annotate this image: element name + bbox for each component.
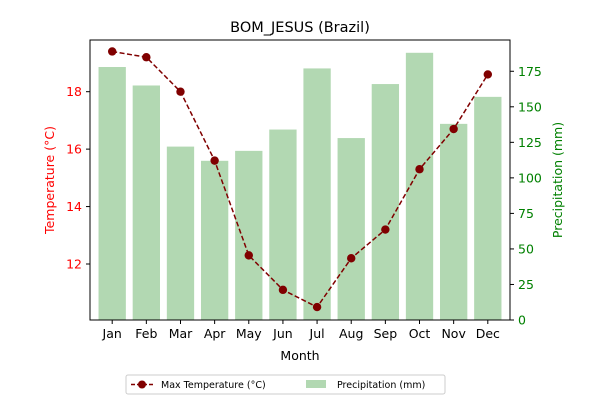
right-tick-label: 0	[518, 313, 526, 328]
x-tick-label: Sep	[374, 326, 398, 341]
temperature-point-aug	[347, 254, 356, 263]
temperature-point-jun	[278, 285, 288, 295]
left-tick-label: 14	[66, 199, 82, 214]
left-axis-ticks: 12 14 16 18	[66, 84, 90, 272]
precip-bar-feb	[132, 85, 160, 320]
temperature-point-jul	[312, 302, 322, 312]
temperature-point-may	[244, 251, 253, 260]
right-tick-label: 25	[518, 277, 534, 292]
x-tick-label: Jul	[309, 326, 325, 341]
right-axis-ticks: 0 25 50 75 100 125 150 175	[510, 64, 542, 328]
precip-bar-sep	[371, 84, 400, 320]
x-tick-label: Nov	[441, 326, 466, 341]
precipitation-bars	[98, 52, 502, 321]
right-tick-label: 100	[518, 170, 542, 185]
legend: Max Temperature (°C) Precipitation (mm)	[125, 374, 446, 395]
precip-bar-mar	[166, 146, 195, 320]
right-tick-label: 125	[518, 135, 542, 150]
temperature-line	[107, 47, 493, 312]
right-tick-label: 50	[518, 241, 534, 256]
plot-frame	[89, 39, 511, 321]
temperature-point-jan	[107, 47, 117, 56]
x-tick-label: Oct	[409, 326, 431, 341]
precip-bar-jul	[303, 68, 331, 321]
legend-bar-swatch	[306, 380, 326, 388]
precip-bar-jan	[98, 67, 126, 321]
right-tick-label: 75	[518, 206, 534, 221]
x-tick-label: Jan	[102, 326, 122, 341]
temperature-point-nov	[449, 124, 458, 134]
left-tick-label: 18	[66, 84, 82, 99]
x-axis-label: Month	[280, 348, 319, 363]
legend-label-temperature: Max Temperature (°C)	[161, 380, 266, 391]
x-tick-label: Mar	[169, 326, 193, 341]
x-tick-label: Dec	[476, 326, 500, 341]
legend-box	[125, 374, 446, 395]
temperature-point-feb	[142, 53, 151, 62]
x-tick-label: Apr	[204, 326, 226, 341]
precip-bar-dec	[474, 96, 502, 321]
right-tick-label: 175	[518, 64, 542, 79]
x-axis-ticks: Jan Feb Mar Apr May Jun Jul Aug Sep Oct Nov Dec	[102, 320, 500, 341]
x-tick-label: Jun	[272, 326, 293, 341]
temperature-polyline	[112, 50, 489, 309]
left-axis-label: Temperature (°C)	[42, 126, 57, 235]
legend-label-precipitation: Precipitation (mm)	[337, 380, 425, 391]
x-tick-label: Aug	[339, 326, 363, 341]
x-tick-label: May	[236, 326, 262, 341]
legend-marker	[138, 380, 146, 389]
right-tick-label: 150	[518, 99, 542, 114]
precip-bar-oct	[405, 52, 434, 321]
temperature-point-apr	[210, 156, 219, 165]
temperature-point-sep	[381, 225, 390, 234]
precip-bar-may	[235, 150, 263, 320]
temperature-point-dec	[483, 70, 493, 79]
temperature-point-mar	[176, 87, 185, 96]
precip-bar-apr	[200, 160, 229, 320]
right-axis-label: Precipitation (mm)	[550, 122, 565, 238]
left-tick-label: 16	[66, 142, 82, 157]
x-tick-label: Feb	[135, 326, 157, 341]
precip-bar-nov	[440, 123, 468, 320]
chart-title: BOM_JESUS (Brazil)	[230, 20, 370, 36]
temperature-point-oct	[415, 165, 424, 174]
left-tick-label: 12	[66, 257, 82, 272]
precip-bar-aug	[337, 138, 365, 320]
